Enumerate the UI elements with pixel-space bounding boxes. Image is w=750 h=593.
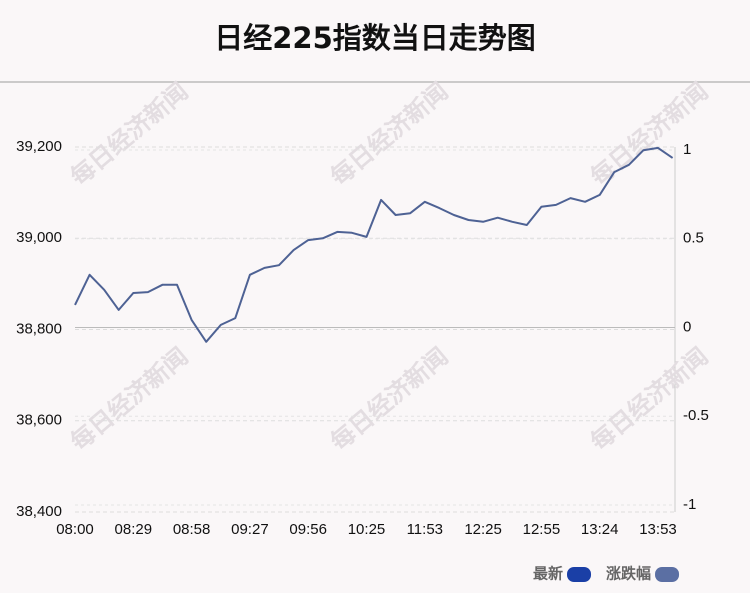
legend-swatch [655, 567, 680, 582]
y-tick-label: 38,400 [16, 503, 62, 520]
x-tick-label: 11:53 [407, 521, 443, 538]
watermark: 每日经济新闻 [325, 77, 453, 191]
y-tick-label: 39,200 [16, 138, 62, 155]
x-tick-label: 12:55 [523, 521, 561, 538]
x-tick-label: 09:27 [231, 521, 269, 538]
legend-swatch [567, 567, 592, 582]
watermark: 每日经济新闻 [65, 342, 193, 456]
watermark: 每日经济新闻 [585, 77, 713, 191]
x-tick-label: 13:53 [639, 521, 677, 538]
y2-tick-label: -1 [683, 496, 696, 513]
watermark: 每日经济新闻 [325, 342, 453, 456]
legend-label: 涨跌幅 [606, 565, 651, 583]
y-tick-label: 38,800 [16, 320, 62, 337]
x-tick-label: 09:56 [289, 521, 327, 538]
x-tick-label: 08:29 [115, 521, 153, 538]
x-tick-label: 12:25 [464, 521, 502, 538]
y-tick-label: 39,000 [16, 229, 62, 246]
legend-label: 最新 [533, 565, 563, 583]
y2-tick-label: 0 [683, 318, 691, 335]
y-tick-label: 38,600 [16, 412, 62, 429]
y2-tick-label: 0.5 [683, 230, 704, 247]
x-tick-label: 08:00 [56, 521, 94, 538]
y2-tick-label: 1 [683, 141, 691, 158]
x-tick-label: 13:24 [581, 521, 619, 538]
y2-tick-label: -0.5 [683, 407, 709, 424]
watermark: 每日经济新闻 [65, 77, 193, 191]
x-tick-label: 10:25 [348, 521, 386, 538]
watermark: 每日经济新闻 [585, 342, 713, 456]
series-line [74, 146, 674, 343]
x-tick-label: 08:58 [173, 521, 211, 538]
chart-title: 日经225指数当日走势图 [214, 21, 536, 55]
